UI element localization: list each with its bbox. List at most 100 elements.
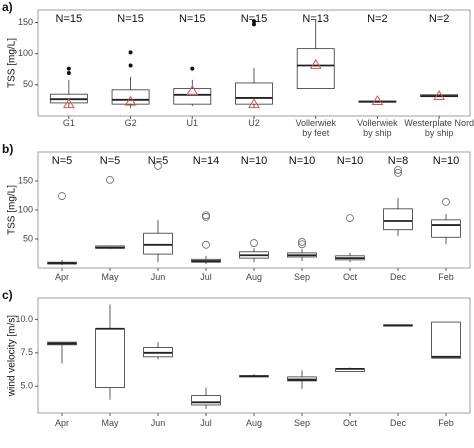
x-tick-label: May — [101, 418, 119, 428]
mean-marker — [62, 98, 75, 109]
y-tick-label: 150 — [18, 17, 33, 27]
x-tick-line: Oct — [343, 272, 358, 282]
n-label: N=2 — [429, 13, 450, 25]
x-tick-line: Jun — [151, 418, 166, 428]
n-label: N=15 — [179, 13, 206, 25]
x-tick-label: Apr — [55, 272, 69, 282]
x-tick-label: Jun — [151, 272, 166, 282]
panel-label: b) — [2, 142, 13, 156]
n-label: N=10 — [337, 155, 364, 167]
n-label: N=2 — [367, 13, 388, 25]
n-label: N=5 — [52, 155, 73, 167]
x-tick-label: Westerplate Nord by ship — [404, 118, 474, 138]
panel-label: a) — [2, 0, 13, 14]
x-tick-label: Aug — [246, 418, 262, 428]
x-tick-label: Jul — [200, 418, 212, 428]
x-tick-label: Aug — [246, 272, 262, 282]
x-tick-line: G1 — [63, 118, 75, 128]
outlier — [394, 168, 402, 177]
outlier — [250, 239, 258, 247]
x-tick-label: Jul — [200, 272, 212, 282]
n-label: N=10 — [433, 155, 460, 167]
y-axis-label: wind velocity [m/s] — [7, 315, 18, 397]
x-tick-line: Jul — [200, 272, 212, 282]
x-tick-line: Aug — [246, 272, 262, 282]
panel-label: c) — [2, 288, 13, 302]
x-tick-line: Jun — [151, 272, 166, 282]
n-label: N=14 — [193, 155, 220, 167]
x-tick-line: Sep — [294, 272, 310, 282]
x-tick-label: Vollerwiek by ship — [357, 118, 398, 138]
box — [383, 208, 413, 231]
x-tick-label: G2 — [125, 118, 137, 128]
x-tick-line: G2 — [125, 118, 137, 128]
x-tick-label: Sep — [294, 272, 310, 282]
x-tick-line: Dec — [390, 418, 407, 428]
n-label: N=10 — [289, 155, 316, 167]
x-tick-line: Apr — [55, 418, 69, 428]
x-tick-line: Sep — [294, 418, 310, 428]
box — [191, 395, 221, 406]
x-tick-line: Vollerwiek — [357, 118, 398, 128]
outlier — [442, 197, 450, 206]
box — [143, 232, 173, 255]
y-tick-label: 100 — [18, 48, 33, 58]
mean-marker — [309, 58, 322, 69]
x-tick-label: U1 — [187, 118, 199, 128]
box — [235, 82, 273, 105]
mean-marker — [433, 90, 446, 101]
y-tick-label: 7.5 — [20, 347, 33, 357]
n-label: N=5 — [100, 155, 121, 167]
outlier — [298, 240, 306, 249]
n-label: N=8 — [388, 155, 409, 167]
x-tick-label: Dec — [390, 418, 407, 428]
x-tick-line: May — [101, 272, 119, 282]
outlier — [394, 166, 402, 174]
x-tick-line: U1 — [187, 118, 199, 128]
mean-marker — [371, 95, 384, 106]
outlier — [252, 22, 256, 27]
box — [173, 88, 212, 105]
outlier — [128, 50, 133, 55]
x-tick-line: by feet — [302, 128, 330, 138]
x-tick-label: U2 — [248, 118, 260, 128]
outlier — [154, 162, 162, 170]
x-tick-line: Feb — [438, 418, 454, 428]
x-tick-line: Apr — [55, 272, 69, 282]
y-axis-label: TSS [mg/L] — [7, 38, 18, 88]
x-tick-line: Aug — [246, 418, 262, 428]
outlier — [190, 66, 195, 71]
outlier — [58, 192, 66, 200]
x-tick-line: by ship — [425, 128, 454, 138]
x-tick-label: May — [101, 272, 119, 282]
x-tick-line: May — [101, 418, 119, 428]
outlier — [202, 213, 210, 221]
outlier — [346, 214, 354, 223]
box — [95, 328, 125, 388]
mean-marker — [124, 95, 137, 106]
outlier — [202, 240, 210, 249]
y-tick-label: 5.0 — [20, 381, 33, 391]
mean-marker — [186, 85, 199, 96]
x-tick-label: Vollerwiek by feet — [295, 118, 336, 138]
n-label: N=13 — [302, 13, 329, 25]
mean-marker — [248, 98, 260, 109]
x-tick-label: Feb — [438, 418, 454, 428]
box — [431, 321, 461, 359]
box — [431, 219, 461, 238]
x-tick-line: Westerplate Nord — [404, 118, 474, 128]
x-tick-line: Oct — [343, 418, 358, 428]
n-label: N=15 — [56, 13, 83, 25]
x-tick-line: Jul — [200, 418, 212, 428]
x-tick-label: G1 — [63, 118, 75, 128]
outlier — [298, 237, 306, 246]
x-tick-label: Jun — [151, 418, 166, 428]
y-tick-label: 100 — [18, 204, 33, 214]
x-tick-label: Dec — [390, 272, 407, 282]
outlier — [252, 19, 256, 24]
outlier — [106, 175, 114, 184]
x-tick-line: Dec — [390, 272, 407, 282]
y-tick-label: 50 — [23, 79, 33, 89]
outlier — [66, 70, 71, 75]
